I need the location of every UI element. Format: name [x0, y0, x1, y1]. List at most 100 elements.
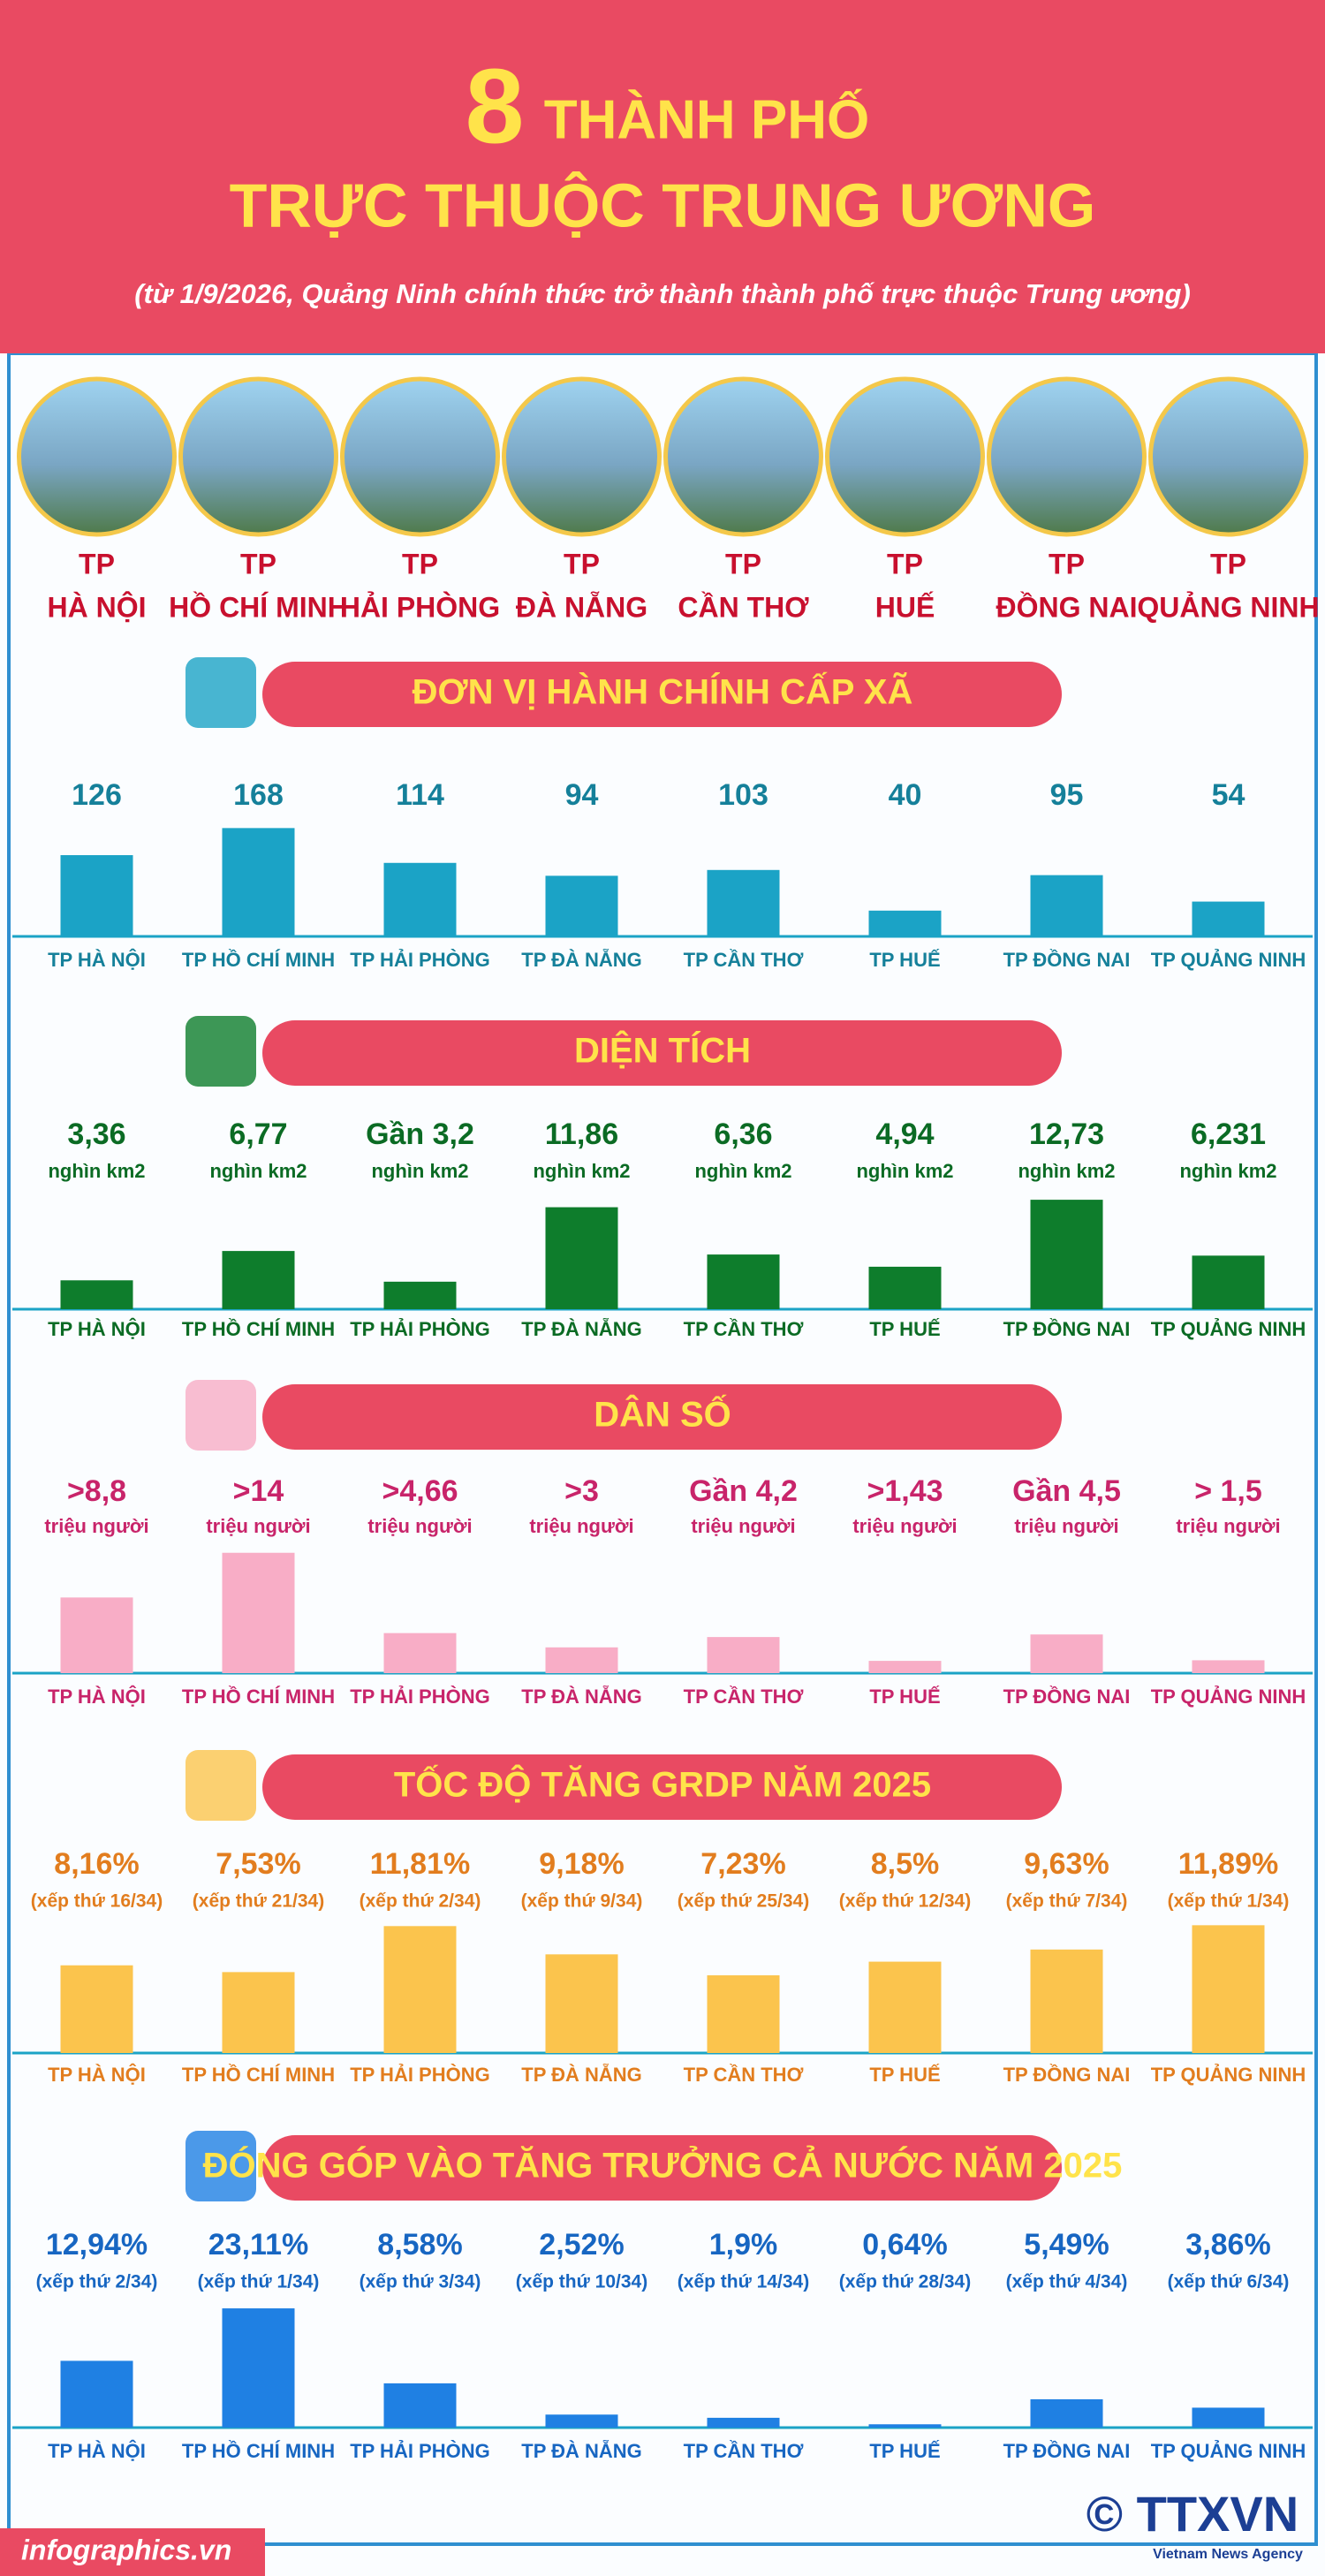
- rank-label: (xếp thứ 14/34): [678, 2272, 809, 2292]
- bar: [222, 2308, 295, 2428]
- header-band: [0, 0, 1325, 353]
- value-label: 40: [889, 778, 922, 812]
- unit-label: nghìn km2: [533, 1160, 630, 1182]
- category-label: TP HẢI PHÒNG: [350, 1686, 490, 1708]
- city-prefix: TP: [725, 548, 761, 580]
- category-label: TP HUẾ: [869, 2440, 940, 2462]
- section-title: ĐƠN VỊ HÀNH CHÍNH CẤP XÃ: [413, 671, 913, 712]
- bar: [1192, 1255, 1265, 1309]
- city-name: HUẾ: [875, 591, 935, 623]
- value-label: 4,94: [875, 1118, 934, 1151]
- unit-label: triệu người: [367, 1515, 472, 1537]
- bar: [1030, 875, 1103, 936]
- city-photo: [825, 376, 985, 537]
- bar: [545, 2414, 618, 2428]
- value-label: >3: [564, 1474, 599, 1508]
- category-label: TP QUẢNG NINH: [1151, 1686, 1306, 1708]
- bar: [383, 1633, 457, 1673]
- section-pill: [262, 662, 1062, 727]
- bar: [383, 1281, 457, 1309]
- value-label: 9,18%: [539, 1847, 624, 1881]
- rank-label: (xếp thứ 1/34): [198, 2272, 320, 2292]
- bar: [222, 1972, 295, 2053]
- value-label: >4,66: [382, 1474, 458, 1508]
- category-label: TP CẦN THƠ: [684, 949, 804, 971]
- category-label: TP HÀ NỘI: [48, 949, 146, 971]
- rank-label: (xếp thứ 21/34): [193, 1891, 324, 1912]
- category-label: TP ĐỒNG NAI: [1003, 1686, 1131, 1708]
- bar: [1030, 1634, 1103, 1673]
- city-name: HẢI PHÒNG: [340, 591, 500, 623]
- value-label: >1,43: [867, 1474, 943, 1508]
- bar: [1192, 2407, 1265, 2428]
- value-label: 12,94%: [46, 2228, 148, 2262]
- bar: [868, 910, 942, 936]
- bar: [222, 828, 295, 936]
- section-pill: [262, 2135, 1062, 2201]
- city-prefix: TP: [240, 548, 276, 580]
- value-label: 11,89%: [1178, 1847, 1278, 1881]
- category-label: TP CẦN THƠ: [684, 2064, 804, 2086]
- category-label: TP HÀ NỘI: [48, 2064, 146, 2086]
- section-icon: [186, 657, 256, 728]
- category-label: TP CẦN THƠ: [684, 1686, 804, 1708]
- value-label: 12,73: [1029, 1118, 1104, 1151]
- rank-label: (xếp thứ 28/34): [839, 2272, 971, 2292]
- value-label: Gần 4,2: [689, 1474, 798, 1508]
- footer-logo: © TTXVN: [1086, 2486, 1298, 2542]
- value-label: >14: [233, 1474, 284, 1508]
- category-label: TP HUẾ: [869, 949, 940, 971]
- bar: [707, 1254, 780, 1309]
- bar: [383, 1926, 457, 2053]
- section-pill: [262, 1020, 1062, 1086]
- unit-label: nghìn km2: [48, 1160, 145, 1182]
- bar: [60, 1597, 133, 1673]
- category-label: TP ĐỒNG NAI: [1003, 949, 1131, 971]
- city-photo: [987, 376, 1147, 537]
- section-title: TỐC ĐỘ TĂNG GRDP NĂM 2025: [394, 1764, 931, 1805]
- bar: [868, 1266, 942, 1309]
- city-prefix: TP: [887, 548, 923, 580]
- bar: [222, 1251, 295, 1309]
- unit-label: triệu người: [852, 1515, 957, 1537]
- value-label: >8,8: [67, 1474, 126, 1508]
- category-label: TP ĐÀ NẴNG: [521, 2440, 642, 2462]
- section-icon: [186, 2131, 256, 2201]
- rank-label: (xếp thứ 4/34): [1006, 2272, 1128, 2292]
- unit-label: triệu người: [529, 1515, 633, 1537]
- value-label: 2,52%: [539, 2228, 624, 2262]
- bar: [1192, 1660, 1265, 1673]
- category-label: TP ĐÀ NẴNG: [521, 1318, 642, 1340]
- city-photo: [663, 376, 823, 537]
- title-line2: TRỰC THUỘC TRUNG ƯƠNG: [230, 170, 1096, 239]
- city-photo: [340, 376, 500, 537]
- rank-label: (xếp thứ 16/34): [31, 1891, 163, 1912]
- category-label: TP QUẢNG NINH: [1151, 2440, 1306, 2462]
- city-name: HÀ NỘI: [48, 591, 147, 623]
- footer-site: infographics.vn: [21, 2534, 231, 2565]
- value-label: 7,53%: [216, 1847, 300, 1881]
- section-title: DIỆN TÍCH: [574, 1030, 751, 1071]
- city-name: ĐỒNG NAI: [996, 591, 1138, 623]
- category-label: TP ĐÀ NẴNG: [521, 949, 642, 971]
- value-label: 54: [1212, 778, 1246, 812]
- bar: [383, 862, 457, 936]
- bar: [1192, 1925, 1265, 2053]
- bar: [545, 1647, 618, 1673]
- city-photo: [17, 376, 177, 537]
- bar: [707, 1975, 780, 2053]
- title-line1: THÀNH PHỐ: [544, 89, 870, 150]
- category-label: TP HÀ NỘI: [48, 1318, 146, 1340]
- value-label: 8,16%: [54, 1847, 139, 1881]
- value-label: 1,9%: [709, 2228, 778, 2262]
- value-label: 9,63%: [1024, 1847, 1109, 1881]
- bar: [1030, 2398, 1103, 2428]
- city-name: ĐÀ NẴNG: [516, 591, 647, 623]
- category-label: TP ĐỒNG NAI: [1003, 2064, 1131, 2086]
- city-prefix: TP: [402, 548, 438, 580]
- unit-label: triệu người: [1176, 1515, 1280, 1537]
- section-icon: [186, 1750, 256, 1821]
- category-label: TP HẢI PHÒNG: [350, 2440, 490, 2462]
- category-label: TP QUẢNG NINH: [1151, 1318, 1306, 1340]
